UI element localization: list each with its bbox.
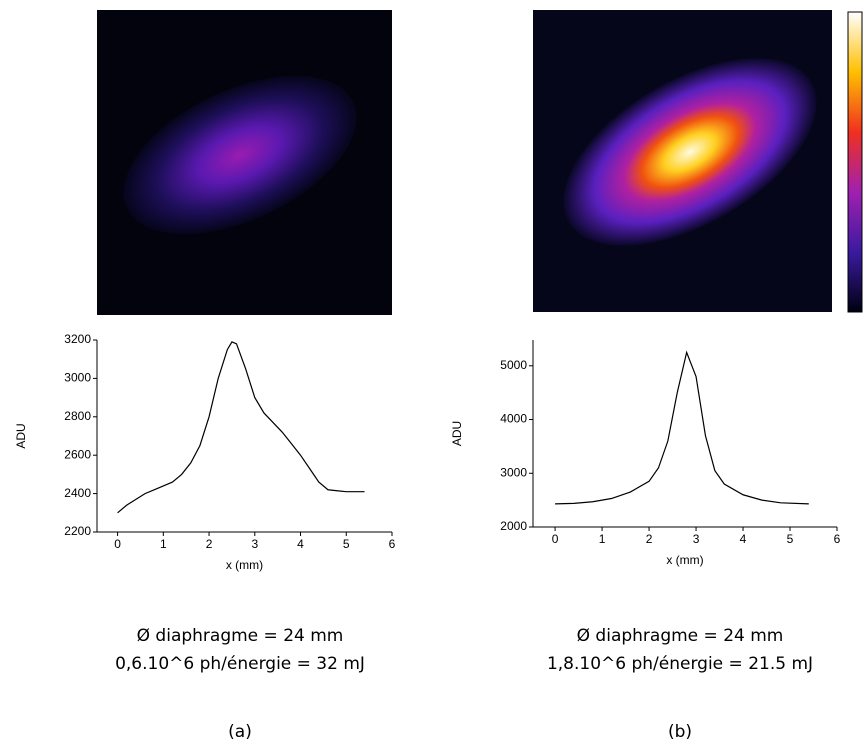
caption: 1,8.10^6 ph/énergie = 21.5 mJ: [547, 654, 813, 674]
y-axis-label: ADU: [450, 421, 464, 446]
image-b: [533, 10, 832, 312]
line: [117, 341, 365, 514]
y-tick-label: 2800: [64, 409, 91, 423]
x-tick-label: 6: [389, 537, 396, 551]
x-tick-label: 4: [740, 532, 747, 546]
x-tick-label: 1: [160, 537, 167, 551]
x-tick-label: 1: [599, 532, 606, 546]
x-axis-label: x (mm): [666, 553, 703, 567]
colorbar: [847, 11, 863, 313]
x-axis-label: x (mm): [226, 558, 263, 572]
x-tick-label: 5: [787, 532, 794, 546]
y-tick-label: 2200: [64, 524, 91, 538]
y-tick-label: 2400: [64, 486, 91, 500]
caption-label: (a): [228, 722, 252, 742]
x-tick-label: 0: [552, 532, 559, 546]
caption: Ø diaphragme = 24 mm: [577, 626, 784, 646]
y-tick-label: 3000: [64, 371, 91, 385]
y-tick-label: 5000: [500, 358, 527, 372]
x-tick-label: 2: [206, 537, 213, 551]
caption: 0,6.10^6 ph/énergie = 32 mJ: [115, 654, 365, 674]
line: [555, 350, 809, 505]
y-tick-label: 3200: [64, 332, 91, 346]
x-tick-label: 2: [646, 532, 653, 546]
y-tick-label: 2000: [500, 519, 527, 533]
x-tick-label: 3: [693, 532, 700, 546]
y-tick-label: 4000: [500, 412, 527, 426]
x-tick-label: 4: [297, 537, 304, 551]
caption: Ø diaphragme = 24 mm: [137, 626, 344, 646]
y-tick-label: 3000: [500, 465, 527, 479]
x-tick-label: 6: [834, 532, 841, 546]
x-tick-label: 3: [251, 537, 258, 551]
caption-label: (b): [668, 722, 692, 742]
y-tick-label: 2600: [64, 447, 91, 461]
image-a: [97, 10, 392, 315]
y-axis-label: ADU: [14, 423, 28, 448]
x-tick-label: 5: [343, 537, 350, 551]
x-tick-label: 0: [114, 537, 121, 551]
